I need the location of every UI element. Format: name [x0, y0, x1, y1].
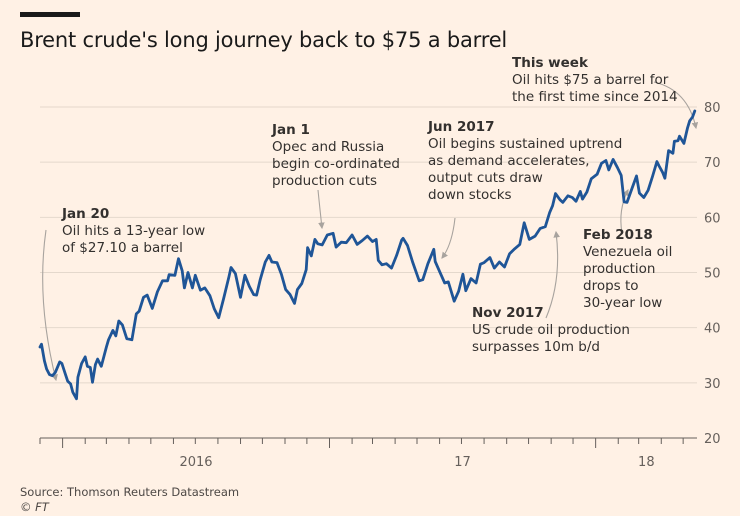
annotation-text: Oil begins sustained uptrend as demand a…	[428, 136, 623, 203]
y-tick-label: 30	[704, 377, 721, 392]
copyright-note: © FT	[20, 500, 49, 514]
annotation-arrow	[545, 230, 560, 319]
y-tick-label: 50	[704, 267, 721, 282]
annotation-arrow	[653, 81, 699, 130]
series-line-brent	[38, 109, 697, 401]
chart-title: Brent crude's long journey back to $75 a…	[20, 28, 508, 52]
y-axis: 20 30 40 50 60 70 80	[704, 101, 721, 447]
annotation-feb2018: Feb 2018 Venezuela oil production drops …	[583, 227, 672, 312]
annotation-text: Venezuela oil production drops to 30-yea…	[583, 244, 673, 311]
x-tick-label: 2016	[179, 455, 212, 470]
annotation-text: US crude oil production surpasses 10m b/…	[472, 322, 630, 355]
annotation-heading: This week	[512, 55, 588, 71]
annotation-jan1: Jan 1 Opec and Russia begin co-ordinated…	[272, 122, 400, 190]
annotation-jun2017: Jun 2017 Oil begins sustained uptrend as…	[428, 119, 622, 204]
y-tick-label: 20	[704, 432, 721, 447]
annotation-arrows	[42, 81, 699, 382]
annotation-heading: Nov 2017	[472, 305, 544, 321]
annotation-heading: Jan 1	[272, 122, 310, 138]
annotation-arrow	[441, 217, 456, 259]
x-tick-label: 17	[454, 455, 471, 470]
annotation-nov2017: Nov 2017 US crude oil production surpass…	[472, 305, 630, 356]
annotation-jan20: Jan 20 Oil hits a 13-year low of $27.10 …	[62, 206, 205, 257]
annotation-heading: Jun 2017	[428, 119, 495, 135]
annotation-heading: Jan 20	[62, 206, 110, 222]
annotation-arrow	[620, 189, 629, 234]
x-axis: 2016 17 18	[39, 438, 684, 470]
annotation-text: Opec and Russia begin co-ordinated produ…	[272, 139, 400, 189]
annotation-thisweek: This week Oil hits $75 a barrel for the …	[512, 55, 678, 106]
annotation-text: Oil hits $75 a barrel for the first time…	[512, 72, 678, 105]
grid-lines	[40, 106, 697, 439]
brand-bar	[20, 12, 80, 17]
source-note: Source: Thomson Reuters Datastream	[20, 485, 240, 499]
y-tick-label: 40	[704, 322, 721, 337]
y-tick-label: 60	[704, 211, 721, 226]
series-group	[38, 109, 697, 401]
annotation-arrow	[42, 229, 58, 382]
annotation-text: Oil hits a 13-year low of $27.10 a barre…	[62, 223, 206, 256]
x-tick-label: 18	[638, 455, 655, 470]
y-tick-label: 80	[704, 101, 721, 116]
annotation-arrow	[317, 189, 325, 230]
annotation-heading: Feb 2018	[583, 227, 653, 243]
y-tick-label: 70	[704, 156, 721, 171]
